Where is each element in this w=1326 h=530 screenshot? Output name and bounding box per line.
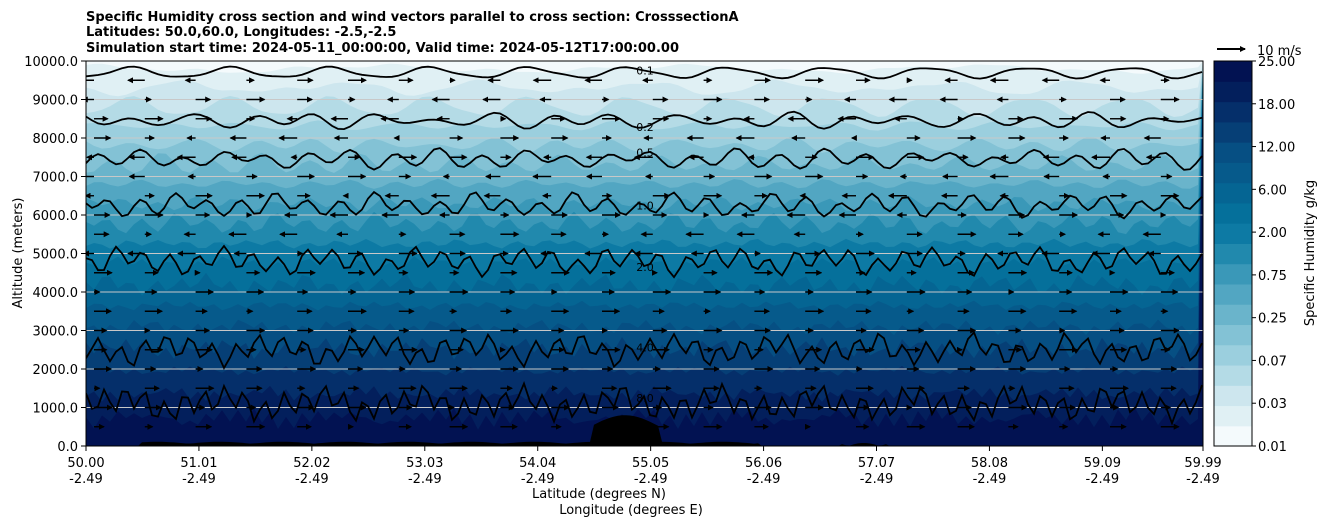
x-axis-label-lon: Longitude (degrees E) (559, 503, 703, 518)
contour-label: 8.0 (636, 392, 654, 405)
plot-area: 0.1 0.2 0.5 1.0 2.0 4.0 8.0 (86, 61, 1203, 446)
colorbar-swatch (1214, 364, 1252, 386)
x-tick-label-lat: 57.07 (858, 456, 895, 471)
humidity-band (86, 61, 1203, 74)
x-tick-label-lat: 52.02 (293, 456, 330, 471)
colorbar-tick-label: 0.01 (1258, 440, 1287, 455)
colorbar-tick-label: 25.00 (1258, 55, 1295, 70)
x-tick-label-lat: 59.09 (1084, 456, 1121, 471)
terrain-fill (86, 415, 1203, 446)
colorbar: 0.01 0.03 0.07 0.25 0.75 2.00 6.00 12.00 18.00 25… (1214, 55, 1295, 455)
x-tick-label-lon: -2.49 (1086, 472, 1120, 487)
colorbar-frame (1213, 60, 1253, 447)
x-tick-label-lat: 54.04 (519, 456, 556, 471)
colorbar-swatch (1214, 344, 1252, 366)
contour-label: 0.1 (636, 65, 654, 78)
colorbar-swatch (1214, 121, 1252, 143)
contour-label: 4.0 (636, 341, 654, 354)
y-axis: 0.0 1000.0 2000.0 3000.0 4000.0 5000.0 6000.0 7… (24, 55, 86, 455)
colorbar-swatch (1214, 162, 1252, 184)
y-tick-label: 9000.0 (33, 94, 79, 109)
contour-line-4.0 (86, 330, 1203, 370)
x-tick-label-lon: -2.49 (634, 472, 668, 487)
colorbar-swatch (1214, 385, 1252, 407)
y-tick-label: 4000.0 (33, 286, 79, 301)
colorbar-label: Specific Humidity g/kg (1303, 180, 1318, 326)
colorbar-tick-label: 0.07 (1258, 354, 1287, 369)
y-tick-label: 3000.0 (33, 325, 79, 340)
x-tick-label-lon: -2.49 (973, 472, 1007, 487)
colorbar-swatch (1214, 142, 1252, 163)
y-axis-label: Altitude (meters) (11, 198, 26, 309)
colorbar-tick-label: 18.00 (1258, 98, 1295, 113)
colorbar-tick-label: 6.00 (1258, 183, 1287, 198)
wind-vectors (86, 77, 1180, 430)
x-tick-label-lon: -2.49 (295, 472, 329, 487)
colorbar-swatch (1214, 81, 1252, 103)
y-tick-label: 6000.0 (33, 209, 79, 224)
colorbar-swatch (1214, 425, 1252, 447)
contour-label: 2.0 (636, 261, 654, 274)
colorbar-swatch (1214, 243, 1252, 265)
colorbar-swatch (1214, 223, 1252, 244)
y-tick-label: 8000.0 (33, 132, 79, 147)
contour-lines (86, 65, 1203, 426)
terrain (86, 415, 1203, 446)
colorbar-swatch (1214, 101, 1252, 123)
y-tick-label: 0.0 (57, 440, 78, 455)
contour-line-1.0 (86, 190, 1203, 220)
x-tick-label-lon: -2.49 (747, 472, 781, 487)
contour-line-0.1 (86, 65, 1203, 80)
colorbar-swatch (1214, 405, 1252, 427)
chart-title-line-2: Latitudes: 50.0,60.0, Longitudes: -2.5,-… (86, 25, 396, 40)
x-tick-label-lon: -2.49 (408, 472, 442, 487)
colorbar-tick-label: 2.00 (1258, 226, 1287, 241)
x-tick-label-lat: 51.01 (180, 456, 217, 471)
quiver-key-label: 10 m/s (1257, 44, 1302, 59)
colorbar-swatch (1214, 263, 1252, 285)
contour-line-8.0 (86, 380, 1203, 426)
contour-label: 1.0 (636, 199, 654, 212)
colorbar-tick-label: 0.75 (1258, 269, 1287, 284)
y-tick-label: 5000.0 (33, 248, 79, 263)
x-tick-label-lat: 53.03 (406, 456, 443, 471)
x-tick-label-lat: 55.05 (632, 456, 669, 471)
x-tick-label-lat: 56.06 (745, 456, 782, 471)
x-tick-label-lat: 50.00 (67, 456, 104, 471)
colorbar-swatch (1214, 304, 1252, 326)
chart-title-line-3: Simulation start time: 2024-05-11_00:00:… (86, 41, 679, 56)
y-tick-label: 7000.0 (33, 171, 79, 186)
x-tick-label-lat: 58.08 (971, 456, 1008, 471)
contour-line-2.0 (86, 244, 1203, 279)
chart-title-line-1: Specific Humidity cross section and wind… (86, 10, 739, 25)
colorbar-swatch (1214, 283, 1252, 305)
x-tick-label-lon: -2.49 (182, 472, 216, 487)
colorbar-tick-label: 0.03 (1258, 397, 1287, 412)
contour-labels: 0.1 0.2 0.5 1.0 2.0 4.0 8.0 (636, 65, 654, 405)
colorbar-swatch (1214, 182, 1252, 204)
x-tick-label-lon: -2.49 (69, 472, 103, 487)
x-tick-label-lon: -2.49 (521, 472, 555, 487)
x-axis-label-lat: Latitude (degrees N) (532, 487, 666, 502)
contour-line-0.5 (86, 147, 1203, 171)
x-tick-label-lat: 59.99 (1184, 456, 1221, 471)
x-tick-label-lon: -2.49 (860, 472, 894, 487)
x-axis: 50.00-2.4951.01-2.4952.02-2.4953.03-2.49… (67, 446, 1222, 487)
y-tick-label: 10000.0 (24, 55, 78, 70)
colorbar-swatch (1214, 324, 1252, 346)
contour-label: 0.5 (636, 147, 654, 160)
contour-line-0.2 (86, 110, 1203, 131)
y-tick-label: 1000.0 (33, 402, 79, 417)
colorbar-swatch (1214, 61, 1252, 82)
colorbar-swatch (1214, 202, 1252, 224)
x-tick-label-lon: -2.49 (1186, 472, 1220, 487)
colorbar-tick-label: 0.25 (1258, 312, 1287, 327)
y-tick-label: 2000.0 (33, 363, 79, 378)
contour-label: 0.2 (636, 121, 654, 134)
colorbar-tick-label: 12.00 (1258, 141, 1295, 156)
